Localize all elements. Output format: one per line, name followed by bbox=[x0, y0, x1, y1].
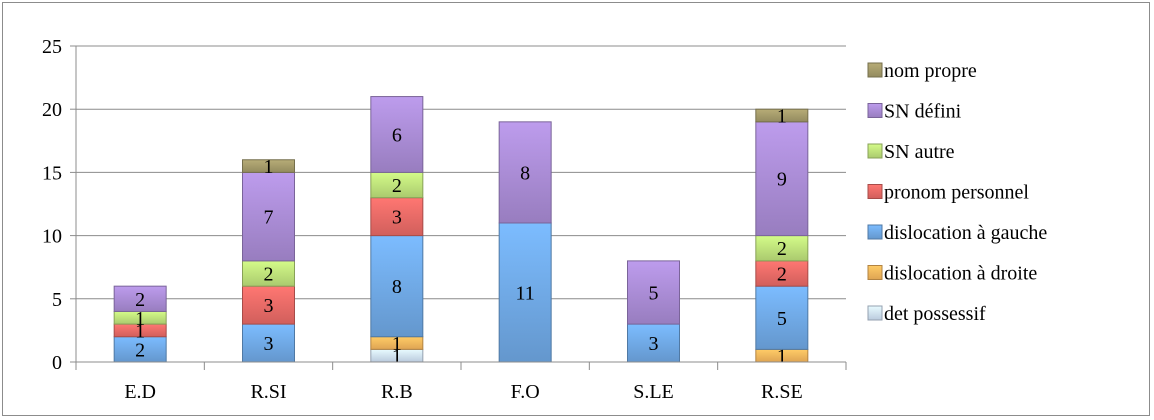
y-tick-label: 5 bbox=[52, 289, 62, 311]
legend-swatch bbox=[867, 265, 883, 280]
data-label: 1 bbox=[264, 156, 274, 178]
data-label: 11 bbox=[516, 282, 535, 304]
x-category-label: R.SI bbox=[250, 381, 286, 403]
bar-segment bbox=[242, 260, 295, 287]
bar-segment bbox=[242, 159, 295, 173]
data-label: 3 bbox=[264, 295, 274, 317]
legend-label: SN défini bbox=[884, 101, 962, 123]
bar-segment bbox=[755, 260, 809, 287]
data-label: 6 bbox=[392, 124, 402, 146]
y-tick-label: 0 bbox=[52, 352, 62, 374]
legend-swatch bbox=[867, 184, 883, 199]
bar-segment bbox=[627, 260, 680, 325]
data-label: 3 bbox=[392, 207, 402, 229]
data-label: 5 bbox=[777, 308, 787, 330]
legend-label: nom propre bbox=[884, 60, 977, 82]
legend-label: det possessif bbox=[884, 303, 986, 325]
legend-label: pronom personnel bbox=[884, 182, 1029, 204]
bar-segment bbox=[498, 121, 552, 224]
data-label: 5 bbox=[649, 282, 659, 304]
bar-segment bbox=[242, 285, 295, 325]
x-category-label: R.SE bbox=[761, 381, 803, 403]
data-label: 1 bbox=[392, 333, 402, 355]
legend-swatch bbox=[867, 305, 883, 321]
data-label: 1 bbox=[777, 106, 787, 128]
data-label: 7 bbox=[264, 207, 274, 229]
y-tick-label: 20 bbox=[42, 99, 62, 121]
data-label: 2 bbox=[392, 175, 402, 197]
y-tick-label: 25 bbox=[42, 36, 62, 58]
bar-segment bbox=[498, 222, 552, 363]
legend-swatch bbox=[867, 224, 883, 240]
x-category-label: S.LE bbox=[633, 381, 674, 403]
data-label: 1 bbox=[135, 308, 145, 330]
legend-swatch bbox=[867, 143, 883, 159]
legend-label: dislocation à gauche bbox=[884, 222, 1047, 244]
data-label: 2 bbox=[135, 289, 145, 311]
bar-segment bbox=[370, 96, 424, 173]
bar-segment bbox=[370, 197, 424, 237]
data-label: 1 bbox=[135, 320, 145, 342]
data-label: 8 bbox=[392, 276, 402, 298]
legend-swatch bbox=[867, 103, 883, 118]
data-label: 9 bbox=[777, 169, 787, 191]
legend-label: dislocation à droite bbox=[884, 263, 1037, 285]
legend-swatch bbox=[867, 62, 883, 78]
y-tick-label: 10 bbox=[42, 226, 62, 248]
bar-segment bbox=[627, 323, 680, 363]
data-label: 3 bbox=[264, 333, 274, 355]
data-label: 2 bbox=[264, 264, 274, 286]
legend-label: SN autre bbox=[884, 141, 955, 163]
bar-segment bbox=[755, 108, 809, 123]
bar-segment bbox=[113, 285, 167, 312]
grid-layer bbox=[76, 45, 846, 300]
data-label: 3 bbox=[649, 333, 659, 355]
y-tick-label: 15 bbox=[42, 162, 62, 184]
legend-layer: nom propre SN défini SN autre pronom person… bbox=[867, 60, 1047, 325]
bar-segment bbox=[242, 171, 295, 262]
data-label: 8 bbox=[520, 162, 530, 184]
x-category-label: E.D bbox=[124, 381, 156, 403]
bar-segment bbox=[370, 235, 424, 338]
data-label: 2 bbox=[135, 339, 145, 361]
data-label: 1 bbox=[777, 346, 787, 368]
data-label: 2 bbox=[777, 264, 787, 286]
data-label: 1 bbox=[392, 346, 402, 368]
x-category-label: F.O bbox=[511, 381, 540, 403]
data-label: 2 bbox=[777, 238, 787, 260]
bar-segment bbox=[755, 121, 809, 237]
x-category-label: R.B bbox=[381, 381, 413, 403]
